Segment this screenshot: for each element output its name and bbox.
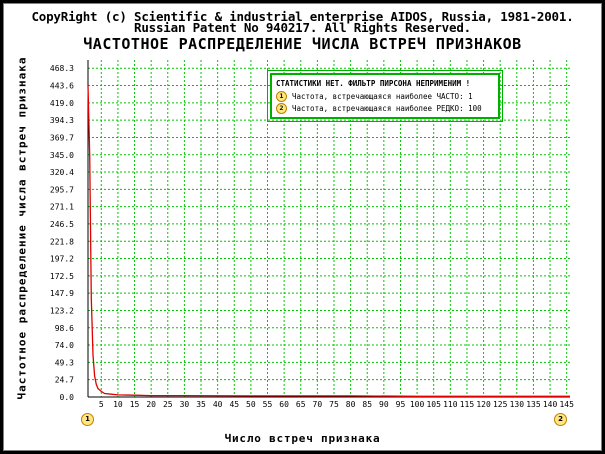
x-tick-label: 80 [346,400,356,409]
y-tick-label: 468.3 [50,64,74,73]
legend-item-label: Частота, встречающаяся наиболее РЕДКО: 1… [292,104,482,113]
x-tick-label: 60 [279,400,289,409]
series-line [87,85,570,397]
x-tick-label: 85 [362,400,372,409]
y-tick-label: 345.0 [50,151,74,160]
y-tick-label: 197.2 [50,255,74,264]
axes [87,60,570,398]
x-tick-label: 55 [263,400,273,409]
series [87,85,570,397]
x-tick-label: 50 [246,400,256,409]
legend-item-most-frequent: 1 Частота, встречающаяся наиболее ЧАСТО:… [276,91,473,102]
legend-item-label: Частота, встречающаяся наиболее ЧАСТО: 1 [292,92,473,101]
y-tick-label: 49.3 [55,358,74,367]
x-tick-label: 15 [130,400,140,409]
y-tick-label: 147.9 [50,289,74,298]
x-tick-label: 40 [213,400,223,409]
x-tick-label: 25 [163,400,173,409]
y-tick-label: 74.0 [55,341,74,350]
y-tick-label: 221.8 [50,237,74,246]
x-tick-label: 145 [559,400,574,409]
y-tick-label: 24.7 [55,376,74,385]
copyright-line-1: CopyRight (c) Scientific & industrial en… [31,9,574,24]
y-tick-label: 419.0 [50,99,74,108]
x-tick-label: 45 [229,400,239,409]
x-tick-label: 140 [543,400,558,409]
y-tick-label: 295.7 [50,185,74,194]
x-tick-labels: 5 10 15 20 25 30 35 40 45 50 55 60 65 70 75 80 85 90 95 100… [99,400,574,409]
legend-item-least-frequent: 2 Частота, встречающаяся наиболее РЕДКО:… [276,103,482,114]
y-tick-label: 271.1 [50,203,74,212]
x-tick-label: 135 [526,400,541,409]
x-tick-label: 120 [476,400,491,409]
legend: СТАТИСТИКИ НЕТ. ФИЛЬТР ПИРСОНА НЕПРИМЕНИ… [267,70,503,122]
x-tick-label: 130 [510,400,525,409]
marker-2-icon: 2 [276,103,287,114]
x-tick-label: 65 [296,400,306,409]
y-tick-label: 123.2 [50,307,74,316]
y-tick-label: 172.5 [50,272,74,281]
marker-1-icon: 1 [276,91,287,102]
x-tick-label: 105 [426,400,441,409]
x-axis-label: Число встреч признака [224,432,381,445]
x-tick-label: 5 [99,400,104,409]
y-tick-label: 443.6 [50,82,74,91]
x-tick-label: 10 [113,400,123,409]
y-tick-label: 98.6 [55,324,74,333]
y-tick-label: 320.4 [50,168,74,177]
x-tick-label: 30 [180,400,190,409]
x-axis-marker-2-icon: 2 [554,413,567,426]
y-tick-label: 246.5 [50,220,74,229]
legend-title: СТАТИСТИКИ НЕТ. ФИЛЬТР ПИРСОНА НЕПРИМЕНИ… [276,79,471,88]
x-tick-label: 95 [396,400,406,409]
copyright-line-2: Russian Patent No 940217. All Rights Res… [134,20,471,35]
y-tick-labels: 0.0 24.7 49.3 74.0 98.6 123.2 147.9 172.5 197.2 2… [50,64,74,402]
x-tick-label: 35 [196,400,206,409]
x-tick-label: 125 [493,400,508,409]
y-tick-label: 0.0 [60,393,75,402]
x-tick-label: 75 [329,400,339,409]
chart-title: ЧАСТОТНОЕ РАСПРЕДЕЛЕНИЕ ЧИСЛА ВСТРЕЧ ПРИ… [83,35,522,53]
x-tick-label: 20 [146,400,156,409]
x-tick-label: 90 [379,400,389,409]
y-tick-label: 394.3 [50,116,74,125]
x-axis-marker-1-icon: 1 [81,413,94,426]
x-tick-label: 110 [443,400,458,409]
x-tick-label: 70 [313,400,323,409]
x-tick-label: 100 [410,400,425,409]
y-tick-label: 369.7 [50,133,74,142]
x-tick-label: 115 [460,400,475,409]
